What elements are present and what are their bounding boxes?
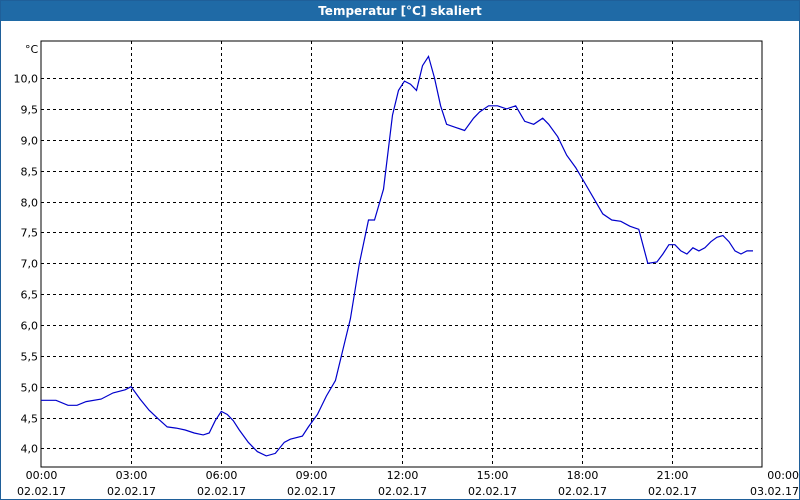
y-tick-label: 8,5	[21, 166, 39, 179]
y-axis-unit-label: °C	[25, 43, 39, 56]
x-tick-time-label: 03:00	[116, 469, 148, 482]
x-tick-time-label: 00:00	[26, 469, 58, 482]
y-tick-label: 4,0	[21, 443, 39, 456]
grid-lines	[41, 41, 762, 467]
y-tick-label: 5,0	[21, 382, 39, 395]
x-axis-ticks: 00:00 02.02.17 03:00 02.02.17 06:00 02.02.17 0…	[17, 469, 799, 498]
y-tick-label: 7,5	[21, 227, 39, 240]
plot-frame	[40, 40, 763, 468]
x-tick-time-label: 00:00	[767, 469, 799, 482]
x-tick-date-label: 02.02.17	[17, 485, 66, 498]
x-tick-date-label: 02.02.17	[378, 485, 427, 498]
x-tick-date-label: 02.02.17	[648, 485, 697, 498]
y-tick-label: 8,0	[21, 197, 39, 210]
temperature-series-line	[41, 54, 753, 457]
y-tick-label: 6,0	[21, 320, 39, 333]
x-tick-time-label: 06:00	[206, 469, 238, 482]
y-tick-label: 9,5	[21, 104, 39, 117]
y-tick-label: 9,0	[21, 135, 39, 148]
y-tick-label: 4,5	[21, 413, 39, 426]
chart-area: °C 4,0 4,5 5,0 5,5 6,0 6,5 7,0 7,5 8,0 8,5 9,0 9,5 1…	[14, 40, 799, 498]
x-tick-date-label: 02.02.17	[287, 485, 336, 498]
chart-title: Temperatur [°C] skaliert	[1, 1, 799, 21]
y-tick-label: 10,0	[14, 73, 39, 86]
x-tick-date-label: 02.02.17	[197, 485, 246, 498]
x-tick-time-label: 18:00	[567, 469, 599, 482]
x-tick-date-label: 02.02.17	[468, 485, 517, 498]
x-tick-time-label: 12:00	[387, 469, 419, 482]
y-axis-ticks: 4,0 4,5 5,0 5,5 6,0 6,5 7,0 7,5 8,0 8,5 9,0 9,5 10,0	[14, 73, 39, 456]
y-tick-label: 6,5	[21, 289, 39, 302]
x-tick-time-label: 21:00	[657, 469, 689, 482]
y-tick-label: 5,5	[21, 351, 39, 364]
x-tick-date-label: 03.02.17	[750, 485, 799, 498]
x-tick-time-label: 09:00	[296, 469, 328, 482]
x-tick-date-label: 02.02.17	[558, 485, 607, 498]
x-tick-time-label: 15:00	[477, 469, 509, 482]
x-tick-date-label: 02.02.17	[107, 485, 156, 498]
y-tick-label: 7,0	[21, 258, 39, 271]
